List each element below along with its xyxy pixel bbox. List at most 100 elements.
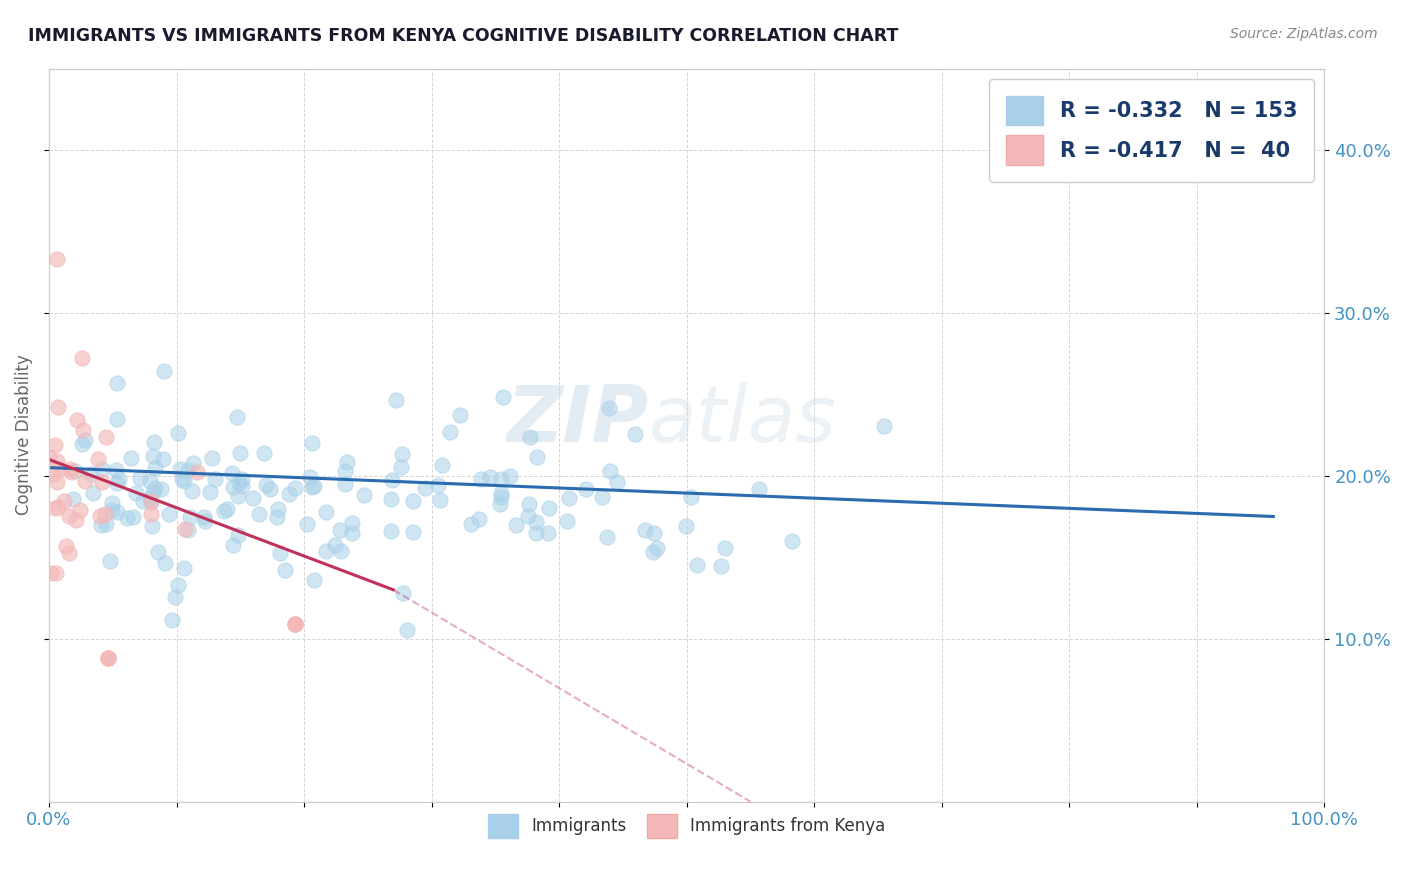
Point (65, 513, 87, 527)
Point (714, 541, 737, 556)
Point (181, 456, 204, 470)
Point (148, 545, 170, 559)
Point (80, 467, 103, 481)
Point (58, 509, 80, 524)
Text: ZIP: ZIP (506, 383, 648, 458)
Point (66, 413, 89, 427)
Point (231, 472, 253, 486)
Point (315, 505, 337, 519)
Point (96, 516, 118, 531)
Point (517, 497, 540, 511)
Point (108, 472, 131, 486)
Point (389, 459, 412, 474)
Point (329, 523, 352, 537)
Point (599, 464, 621, 478)
Point (429, 493, 451, 508)
Point (105, 505, 128, 519)
Point (46, 500, 69, 514)
Point (284, 617, 307, 632)
Point (253, 445, 276, 459)
Point (229, 446, 252, 460)
Point (679, 490, 702, 504)
Point (537, 525, 560, 540)
Point (489, 486, 512, 500)
Point (273, 563, 295, 577)
Point (269, 546, 291, 560)
Point (555, 515, 578, 529)
Point (105, 475, 128, 490)
Point (186, 465, 208, 479)
Point (107, 411, 129, 425)
Point (284, 481, 307, 495)
Point (152, 451, 174, 466)
Point (97, 651, 120, 665)
Point (634, 523, 657, 537)
Point (155, 556, 177, 570)
Point (90, 517, 112, 532)
Point (70, 436, 93, 450)
Point (72, 351, 94, 365)
Point (470, 472, 492, 486)
Point (157, 507, 180, 521)
Point (301, 480, 323, 494)
Point (142, 450, 165, 464)
Point (105, 462, 128, 476)
Point (101, 503, 124, 517)
Point (335, 477, 357, 491)
Point (42, 467, 65, 481)
Point (526, 450, 548, 464)
Point (295, 516, 318, 531)
Point (89, 509, 111, 524)
Point (524, 525, 547, 540)
Point (105, 376, 128, 390)
Point (606, 475, 628, 489)
Point (329, 544, 352, 558)
Point (247, 507, 270, 521)
Point (97, 651, 120, 665)
Point (166, 426, 188, 441)
Point (380, 524, 402, 539)
Point (173, 561, 195, 575)
Point (284, 617, 307, 632)
Point (780, 533, 803, 548)
Point (391, 447, 413, 461)
Point (254, 478, 277, 492)
Point (143, 481, 166, 495)
Point (396, 624, 419, 638)
Point (519, 430, 541, 444)
Point (426, 477, 449, 491)
Point (259, 482, 281, 496)
Point (301, 435, 323, 450)
Point (101, 496, 124, 510)
Point (139, 495, 162, 509)
Point (169, 462, 191, 476)
Point (41, 566, 63, 580)
Point (215, 502, 238, 516)
Point (59, 461, 82, 475)
Point (492, 390, 515, 404)
Point (125, 486, 148, 500)
Point (489, 472, 512, 486)
Point (177, 463, 200, 477)
Point (75, 433, 97, 447)
Point (468, 511, 491, 525)
Point (72, 423, 94, 437)
Point (432, 458, 454, 472)
Point (284, 617, 307, 632)
Point (129, 471, 152, 485)
Point (278, 486, 301, 500)
Point (315, 544, 337, 558)
Point (298, 470, 321, 484)
Point (557, 491, 579, 506)
Point (98, 553, 121, 567)
Point (439, 425, 461, 439)
Point (499, 468, 522, 483)
Point (267, 502, 290, 516)
Point (353, 488, 375, 502)
Text: Source: ZipAtlas.com: Source: ZipAtlas.com (1230, 27, 1378, 41)
Point (380, 491, 402, 506)
Point (97, 651, 120, 665)
Text: atlas: atlas (648, 383, 837, 458)
Point (226, 528, 249, 542)
Point (194, 514, 217, 528)
